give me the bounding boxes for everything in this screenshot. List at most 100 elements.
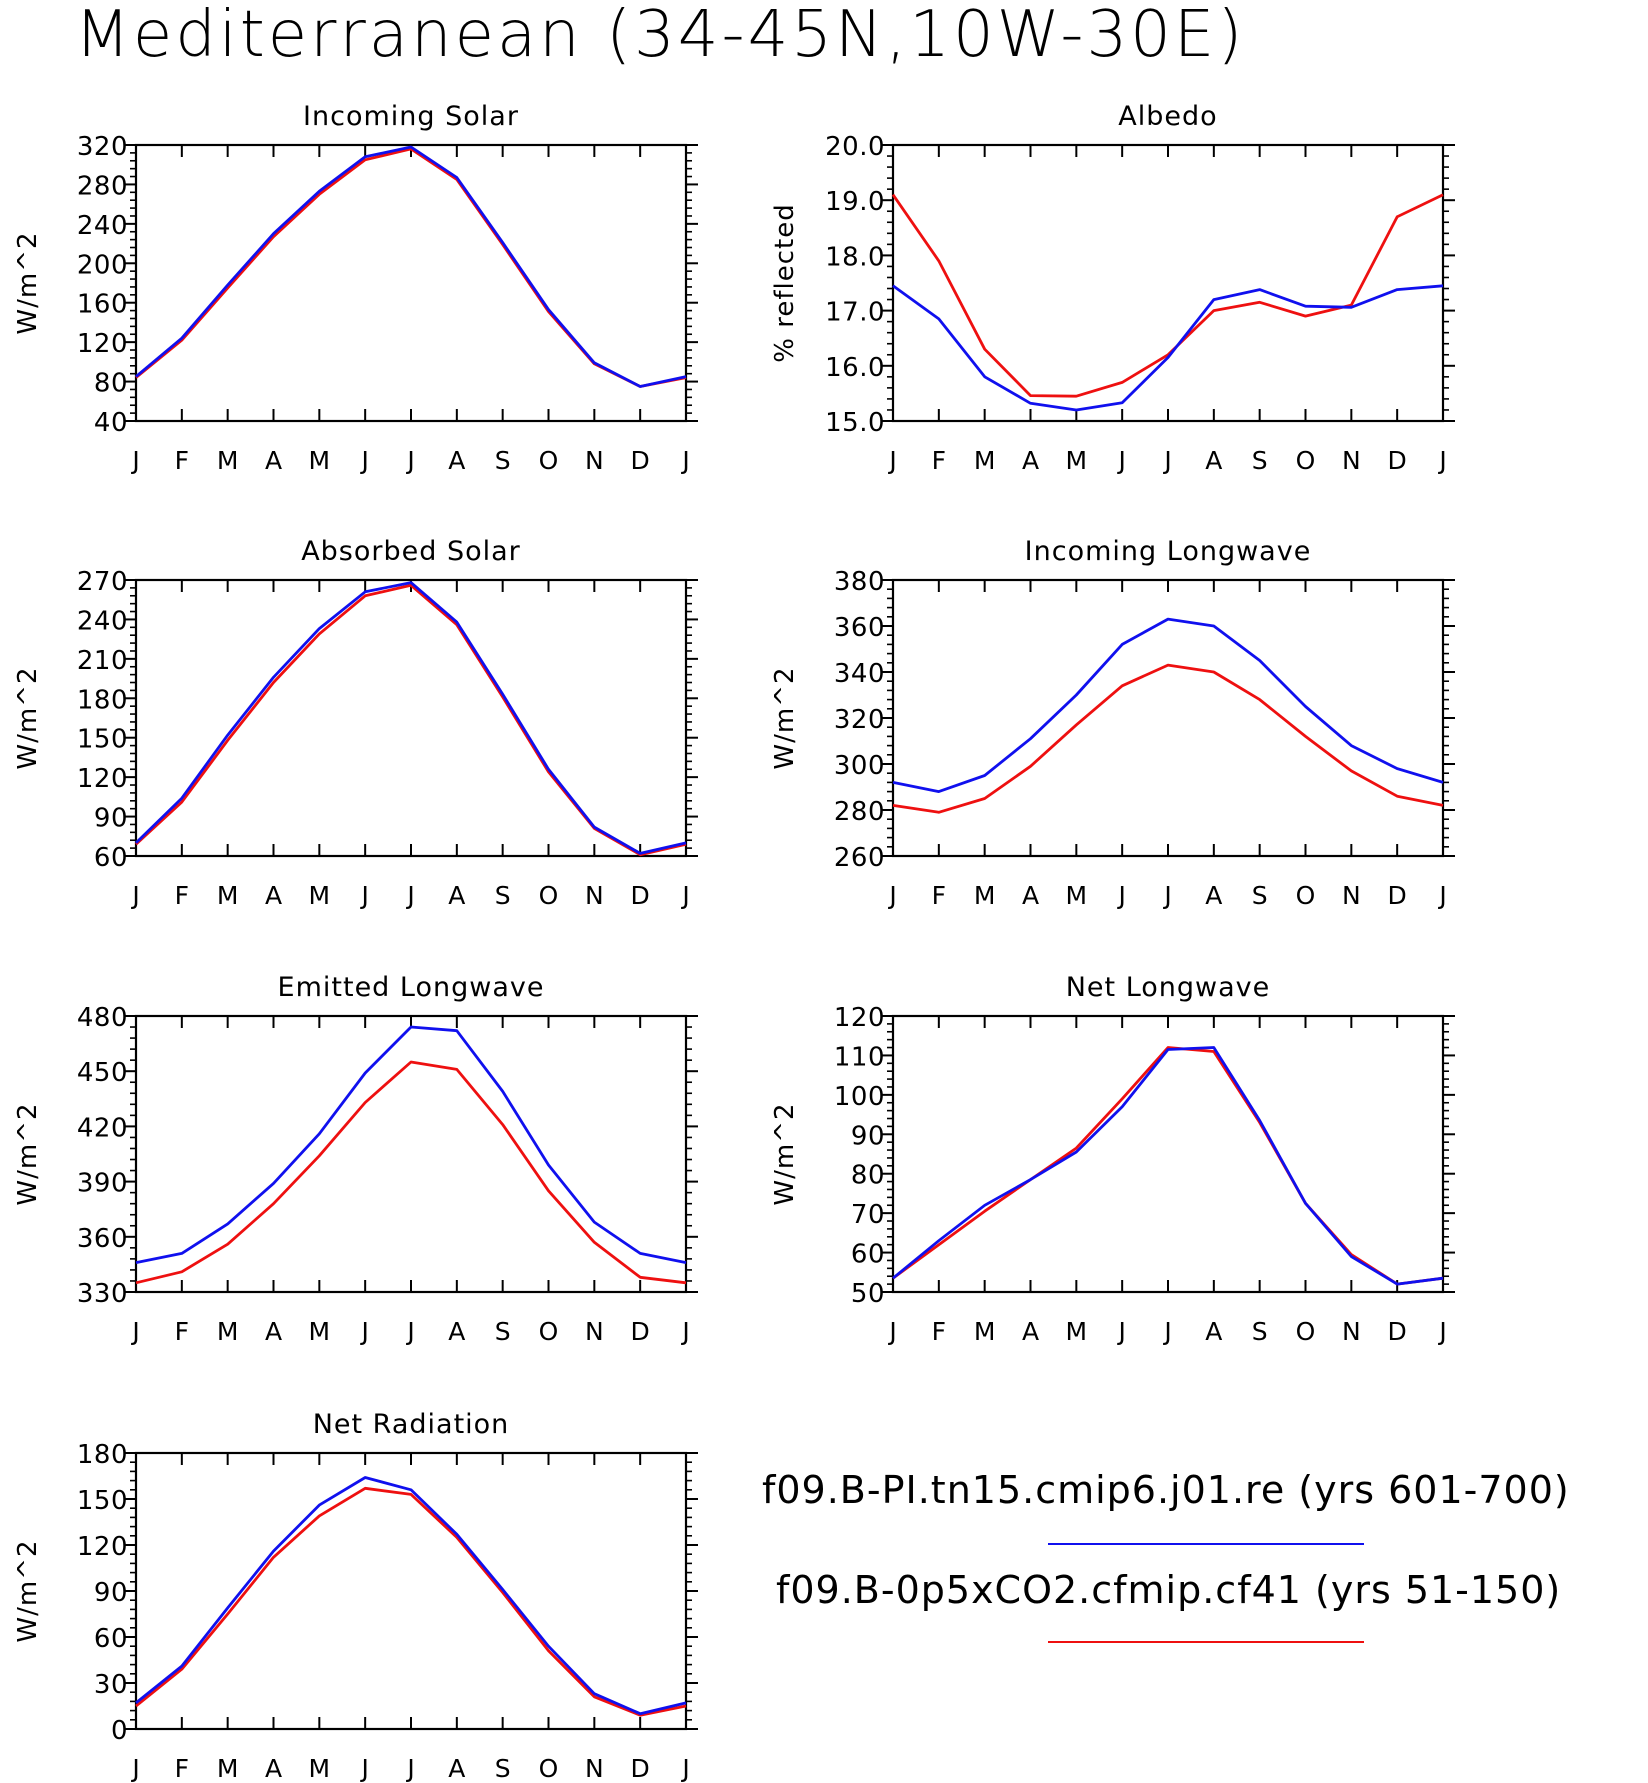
- x-tick-label: J: [405, 1754, 414, 1783]
- series-line-red: [135, 583, 687, 857]
- x-tick-label: J: [359, 1754, 368, 1783]
- y-tick-label: 60: [851, 1240, 885, 1270]
- x-tick-label: S: [1252, 446, 1268, 475]
- y-tick-label: 270: [77, 567, 128, 597]
- x-tick-label: N: [1342, 1317, 1361, 1346]
- x-tick-label: F: [175, 1317, 189, 1346]
- series-line-blue: [892, 284, 1444, 412]
- panel-title: Net Longwave: [1066, 972, 1271, 1003]
- panel-2: J F M A M J J A S O N D J15.016.017.018.019.020.0% r…: [770, 101, 1455, 475]
- y-tick-label: 280: [77, 171, 128, 201]
- page-title: Mediterranean (34-45N,10W-30E): [74, 0, 1246, 72]
- x-tick-label: J: [680, 1317, 689, 1346]
- x-tick-label: J: [1437, 1317, 1446, 1346]
- x-tick-label: S: [495, 1317, 511, 1346]
- x-tick-label: N: [1342, 881, 1361, 910]
- y-tick-label: 120: [77, 1532, 128, 1562]
- x-tick-label: D: [1388, 446, 1407, 475]
- x-tick-label: J: [887, 881, 896, 910]
- x-tick-label: F: [175, 881, 189, 910]
- y-tick-label: 17.0: [825, 298, 885, 328]
- legend-line-1: [1048, 1543, 1364, 1545]
- series-line-red: [135, 1060, 687, 1285]
- x-tick-label: D: [631, 881, 650, 910]
- y-axis-label: W/m^2: [13, 1102, 43, 1205]
- y-tick-label: 320: [77, 132, 128, 162]
- y-tick-label: 390: [77, 1169, 128, 1199]
- x-tick-label: F: [175, 1754, 189, 1783]
- x-tick-label: S: [1252, 881, 1268, 910]
- x-tick-label: N: [1342, 446, 1361, 475]
- x-tick-label: D: [631, 446, 650, 475]
- y-tick-label: 40: [94, 408, 128, 438]
- x-tick-label: J: [680, 446, 689, 475]
- plot-frame: [891, 1014, 1445, 1294]
- x-tick-label: O: [1296, 1317, 1316, 1346]
- series-line-blue: [892, 617, 1444, 793]
- x-tick-label: J: [1116, 1317, 1125, 1346]
- x-tick-label: J: [1116, 446, 1125, 475]
- x-tick-label: A: [1205, 446, 1222, 475]
- y-tick-label: 340: [834, 659, 885, 689]
- x-tick-label: J: [130, 1317, 139, 1346]
- x-tick-label: J: [1162, 881, 1171, 910]
- y-tick-label: 180: [77, 1440, 128, 1470]
- series-line-red: [891, 193, 1444, 398]
- x-tick-label: A: [1205, 881, 1222, 910]
- y-tick-label: 18.0: [825, 242, 885, 272]
- y-tick-label: 20.0: [825, 132, 885, 162]
- x-tick-label: A: [1205, 1317, 1222, 1346]
- x-tick-label: M: [1066, 881, 1088, 910]
- y-tick-label: 360: [77, 1224, 128, 1254]
- y-tick-label: 180: [77, 685, 128, 715]
- y-tick-label: 60: [94, 1624, 128, 1654]
- x-tick-label: A: [448, 1754, 465, 1783]
- x-tick-label: J: [1116, 881, 1125, 910]
- y-tick-label: 450: [77, 1058, 128, 1088]
- x-tick-label: M: [309, 1317, 331, 1346]
- y-tick-label: 90: [94, 804, 128, 834]
- x-tick-label: A: [448, 881, 465, 910]
- x-tick-label: J: [405, 881, 414, 910]
- series-line-blue: [135, 1476, 687, 1716]
- x-tick-label: F: [932, 446, 946, 475]
- y-tick-label: 50: [851, 1279, 885, 1309]
- x-tick-label: N: [585, 1317, 604, 1346]
- y-tick-label: 60: [94, 843, 128, 873]
- y-tick-label: 300: [834, 751, 885, 781]
- x-tick-label: A: [1022, 1317, 1039, 1346]
- x-tick-label: A: [265, 1317, 282, 1346]
- x-tick-label: O: [1296, 881, 1316, 910]
- x-tick-label: J: [1162, 446, 1171, 475]
- x-tick-label: O: [1296, 446, 1316, 475]
- plot-frame: [891, 578, 1445, 858]
- x-tick-label: M: [1066, 1317, 1088, 1346]
- x-tick-label: J: [1437, 446, 1446, 475]
- x-tick-label: D: [631, 1754, 650, 1783]
- plot-frame: [134, 143, 688, 423]
- y-tick-label: 120: [834, 1003, 885, 1033]
- x-tick-label: S: [495, 1754, 511, 1783]
- y-tick-label: 90: [94, 1578, 128, 1608]
- x-tick-label: M: [309, 446, 331, 475]
- y-tick-label: 200: [77, 250, 128, 280]
- x-tick-label: M: [974, 881, 996, 910]
- x-tick-label: A: [265, 1754, 282, 1783]
- panel-title: Incoming Longwave: [1025, 536, 1312, 567]
- x-tick-label: J: [405, 446, 414, 475]
- x-tick-label: F: [175, 446, 189, 475]
- x-tick-label: J: [887, 446, 896, 475]
- y-tick-label: 380: [834, 567, 885, 597]
- x-tick-label: A: [448, 446, 465, 475]
- y-tick-label: 120: [77, 764, 128, 794]
- x-tick-label: J: [1437, 881, 1446, 910]
- y-tick-label: 260: [834, 843, 885, 873]
- x-tick-label: D: [631, 1317, 650, 1346]
- x-tick-label: J: [130, 446, 139, 475]
- x-tick-label: M: [1066, 446, 1088, 475]
- panel-6: J F M A M J J A S O N D J5060708090100110120W/m^2Net…: [770, 972, 1455, 1346]
- legend-label-2: f09.B-0p5xCO2.cfmip.cf41 (yrs 51-150): [776, 1568, 1562, 1612]
- y-tick-label: 90: [851, 1121, 885, 1151]
